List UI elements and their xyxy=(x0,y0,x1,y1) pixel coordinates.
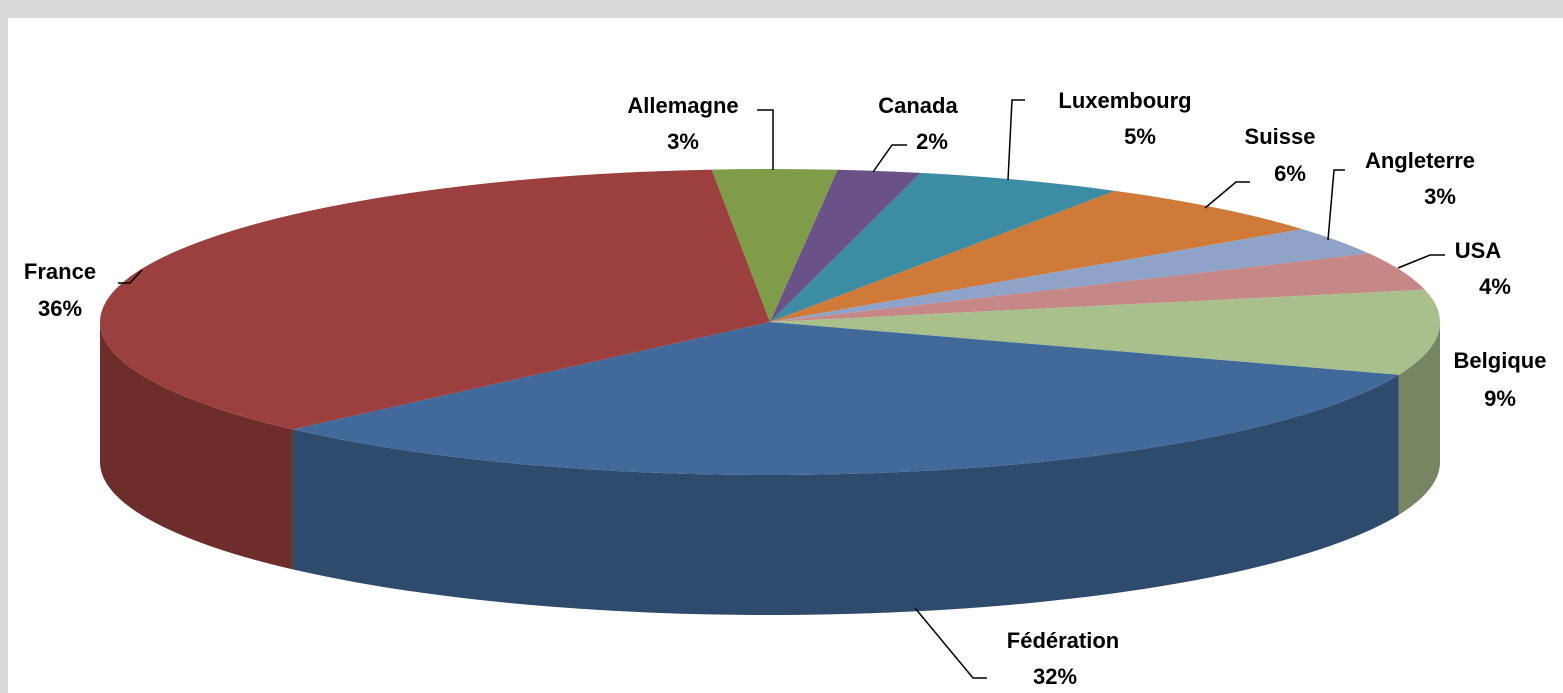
value-label: 36% xyxy=(38,296,82,321)
pie-slice xyxy=(100,169,771,430)
category-label: France xyxy=(24,259,96,284)
pie-side xyxy=(292,374,1399,615)
pie-slice xyxy=(711,169,838,322)
value-label: 2% xyxy=(916,129,948,154)
pie-slice xyxy=(770,172,1116,322)
pie-side xyxy=(1398,322,1440,515)
value-label: 6% xyxy=(1274,161,1306,186)
data-labels: Allemagne 3% Canada 2% Luxembourg 5% Suisse 6% A… xyxy=(24,88,1547,689)
pie-slice xyxy=(770,289,1440,375)
pie-slice xyxy=(770,190,1303,322)
pie-slice xyxy=(292,322,1399,475)
value-label: 4% xyxy=(1479,274,1511,299)
pie-slice xyxy=(770,253,1425,322)
category-label: Allemagne xyxy=(627,93,738,118)
leader-line xyxy=(1007,99,1025,181)
pie-side xyxy=(100,322,293,570)
category-label: Fédération xyxy=(1007,628,1119,653)
value-label: 32% xyxy=(1033,664,1077,689)
leader-line xyxy=(1327,169,1345,241)
leader-line xyxy=(757,109,774,170)
leader-line xyxy=(914,607,987,679)
leader-line xyxy=(1204,181,1250,209)
leader-line xyxy=(872,144,907,173)
pie-sides xyxy=(100,322,1440,615)
value-label: 5% xyxy=(1124,124,1156,149)
category-label: Luxembourg xyxy=(1058,88,1191,113)
leader-line xyxy=(118,269,143,284)
category-label: Belgique xyxy=(1454,348,1547,373)
pie-tops xyxy=(100,169,1440,475)
pie-slice xyxy=(770,229,1370,322)
category-label: Canada xyxy=(878,93,958,118)
category-label: Angleterre xyxy=(1365,148,1475,173)
category-label: USA xyxy=(1455,238,1502,263)
category-label: Suisse xyxy=(1245,124,1316,149)
leader-lines xyxy=(118,99,1445,679)
value-label: 9% xyxy=(1484,386,1516,411)
value-label: 3% xyxy=(1424,184,1456,209)
pie-slice xyxy=(770,169,921,322)
value-label: 3% xyxy=(667,129,699,154)
leader-line xyxy=(1397,254,1445,269)
